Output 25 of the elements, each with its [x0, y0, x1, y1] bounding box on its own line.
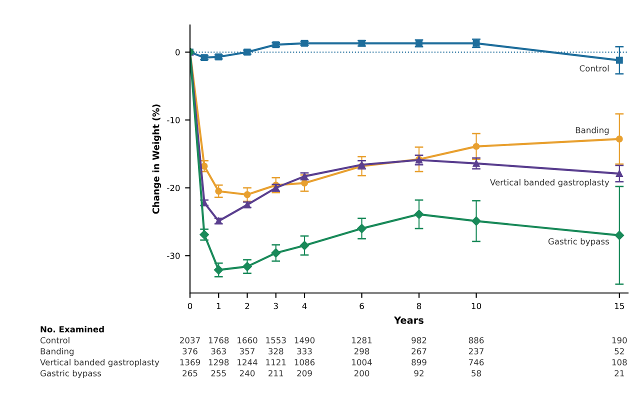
x-tick-label: 0 — [188, 302, 192, 310]
y-tick-label: 0 — [176, 49, 180, 56]
x-tick-label: 15 — [615, 302, 624, 310]
series-label: Vertical banded gastroplasty — [490, 179, 610, 188]
y-tick-label: -30 — [167, 252, 180, 259]
text: No. Examined — [40, 326, 104, 332]
series-label: Gastric bypass — [548, 238, 609, 246]
text: Gastric bypass 265 255 240 211 209 200 92 58 21 — [40, 370, 624, 378]
x-tick-label: 8 — [416, 302, 422, 310]
x-tick-label: 1 — [216, 302, 221, 310]
text: Vertical banded gastroplasty 1369 1298 1244 1121 1086 1004 899 746 108 — [40, 358, 627, 368]
x-tick-label: 6 — [360, 302, 364, 310]
y-tick-label: -10 — [167, 116, 180, 124]
x-tick-label: 3 — [274, 302, 278, 310]
x-tick-label: 10 — [472, 302, 482, 310]
x-tick-label: 2 — [245, 302, 250, 310]
y-tick-label: -20 — [167, 184, 180, 192]
x-axis-title: Years — [394, 316, 424, 324]
x-tick-label: 4 — [302, 302, 307, 310]
text: Banding 376 363 357 328 333 298 267 237 52 — [40, 348, 624, 356]
series-label: Banding — [576, 126, 609, 135]
text: Control 2037 1768 1660 1553 1490 1281 982 886 190 — [40, 336, 627, 344]
series-label: Control — [580, 65, 609, 72]
y-axis-title: Change in Weight (%) — [152, 104, 162, 214]
point — [616, 56, 623, 64]
